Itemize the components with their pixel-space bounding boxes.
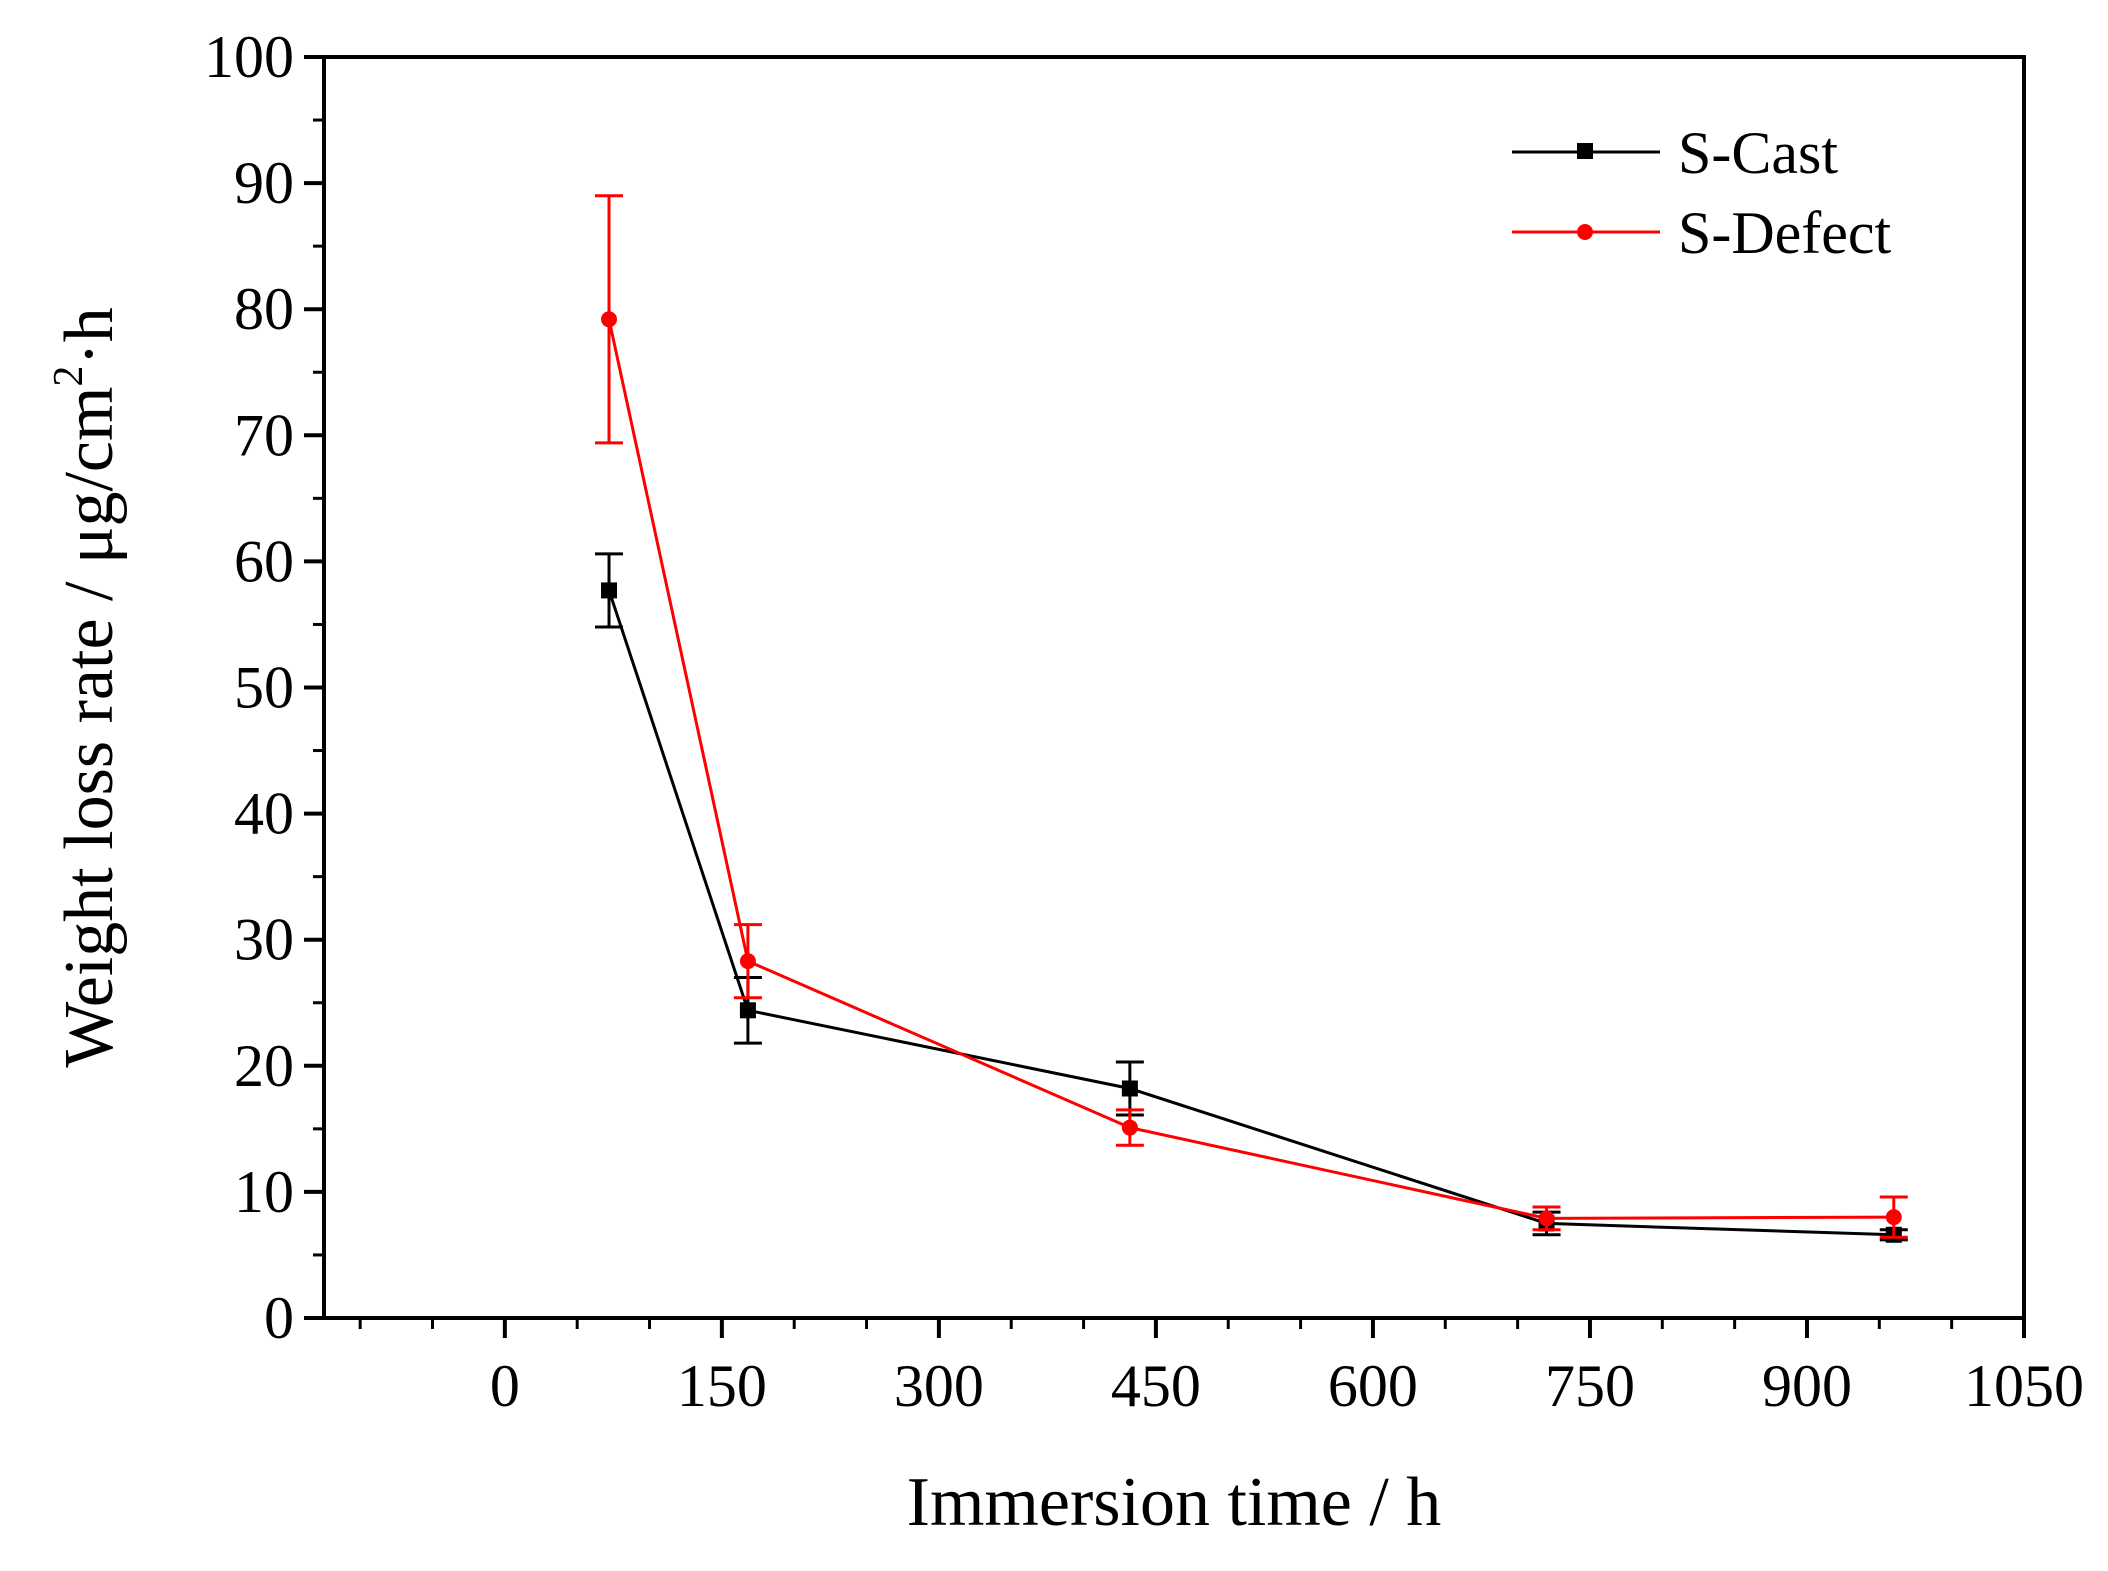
- data-point-s-defect: [601, 311, 618, 328]
- data-point-s-cast: [601, 582, 618, 599]
- legend-marker-s-cast: [1577, 143, 1593, 159]
- legend-entry-s-defect: S-Defect: [1512, 200, 1892, 266]
- plot-frame: [322, 55, 2026, 1320]
- legend-label-s-cast: S-Cast: [1678, 120, 1838, 186]
- y-axis-title-superscript: 2: [46, 366, 92, 387]
- y-tick-label-40: 40: [234, 781, 294, 847]
- y-axis-title-main: Weight loss rate / μg/cm: [51, 387, 128, 1068]
- series-line-s-defect: [607, 318, 1894, 1220]
- y-tick-label-0: 0: [264, 1285, 294, 1351]
- y-axis-title-tail: ·h: [51, 307, 128, 365]
- y-tick-label-70: 70: [234, 402, 294, 468]
- legend-label-s-defect: S-Defect: [1678, 200, 1892, 266]
- legend-entry-s-cast: S-Cast: [1512, 120, 1838, 186]
- x-tick-label-150: 150: [677, 1353, 767, 1419]
- y-tick-label-100: 100: [204, 24, 294, 90]
- series-line-s-cast: [607, 589, 1894, 1237]
- y-axis-title: Weight loss rate / μg/cm2·h: [46, 307, 128, 1068]
- y-tick-label-20: 20: [234, 1033, 294, 1099]
- y-tick-label-30: 30: [234, 907, 294, 973]
- data-point-s-cast: [739, 1002, 756, 1019]
- data-point-s-defect: [1121, 1119, 1138, 1136]
- legend-marker-s-defect: [1577, 224, 1593, 240]
- y-tick-label-50: 50: [234, 655, 294, 721]
- legend: S-Cast S-Defect: [1512, 120, 1892, 266]
- data-point-s-defect: [739, 953, 756, 970]
- y-tick-label-10: 10: [234, 1159, 294, 1225]
- x-tick-label-600: 600: [1328, 1353, 1418, 1419]
- x-axis-title: Immersion time / h: [907, 1464, 1442, 1541]
- y-tick-label-90: 90: [234, 150, 294, 216]
- y-tick-label-60: 60: [234, 528, 294, 594]
- data-point-s-defect: [1885, 1209, 1902, 1226]
- data-point-s-cast: [1121, 1080, 1138, 1097]
- x-tick-label-750: 750: [1545, 1353, 1635, 1419]
- tick-label-layer: 0 10 20 30 40 50 60 70 80 90 100 0 150 300 450 600 750 90…: [204, 24, 2084, 1419]
- x-tick-label-0: 0: [490, 1353, 520, 1419]
- x-tick-label-900: 900: [1762, 1353, 1852, 1419]
- data-point-s-defect: [1538, 1210, 1555, 1227]
- x-tick-label-1050: 1050: [1964, 1353, 2084, 1419]
- x-tick-label-450: 450: [1111, 1353, 1201, 1419]
- y-tick-label-80: 80: [234, 276, 294, 342]
- series-layer: [595, 194, 1908, 1243]
- x-tick-label-300: 300: [894, 1353, 984, 1419]
